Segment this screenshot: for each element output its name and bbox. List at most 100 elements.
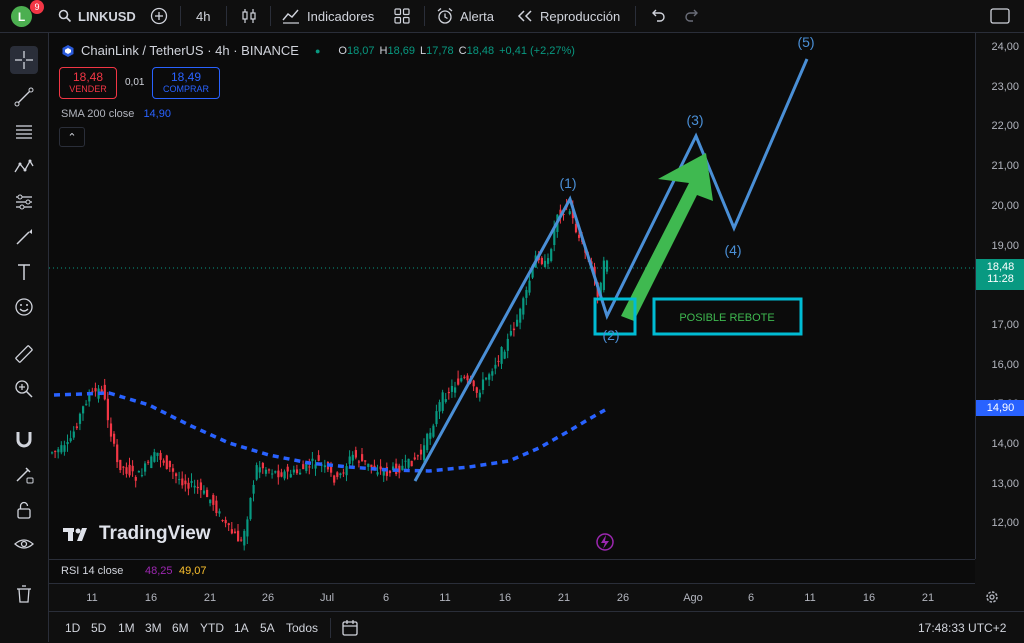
layouts-button[interactable] (394, 0, 410, 32)
fullscreen-button[interactable] (990, 0, 1010, 32)
brush-tool[interactable] (10, 223, 38, 251)
range-1d[interactable]: 1D (65, 621, 81, 635)
ohlc-high-key: H (379, 44, 388, 57)
chainlink-logo-icon (62, 44, 74, 57)
price-label: 14,00 (991, 438, 1019, 450)
collapse-legend-button[interactable]: ⌃ (59, 127, 85, 147)
rsi-pane[interactable]: RSI 14 close 48,25 49,07 (49, 559, 975, 584)
wave-5-label: (5) (797, 34, 814, 50)
time-label: 21 (557, 592, 571, 604)
candle-body (305, 463, 308, 471)
range-6m[interactable]: 6M (172, 621, 189, 635)
forecast-icon (16, 194, 32, 210)
candle-body (503, 351, 506, 359)
indicators-button[interactable]: Indicadores (282, 0, 374, 32)
candle-body (599, 282, 602, 300)
sma-label: SMA 200 close (61, 108, 135, 120)
price-label: 12,00 (991, 517, 1019, 530)
alert-button[interactable]: Alerta (436, 0, 494, 32)
range-5a[interactable]: 5A (260, 621, 275, 635)
time-label: 11 (439, 592, 451, 604)
range-ytd[interactable]: YTD (200, 621, 224, 635)
redo-icon (685, 9, 698, 22)
magnet-tool[interactable] (10, 425, 38, 453)
lightning-icon[interactable] (596, 533, 614, 551)
text-tool[interactable] (10, 258, 38, 286)
sma-legend[interactable]: SMA 200 close 14,90 (61, 108, 171, 120)
measure-tool[interactable] (10, 340, 38, 368)
user-avatar[interactable]: L (11, 6, 32, 27)
candle-body (342, 472, 345, 474)
candle-body (419, 449, 423, 455)
candle-body (506, 338, 509, 351)
candle-body (165, 455, 168, 470)
delete-drawings-tool[interactable] (10, 580, 38, 608)
sell-button[interactable]: 18,48 VENDER (59, 67, 117, 99)
clock-timezone[interactable]: 17:48:33 UTC+2 (918, 621, 1007, 635)
candle-body (423, 445, 426, 461)
candle-body (116, 444, 119, 463)
candle-body (106, 398, 109, 421)
candle-body (131, 465, 134, 472)
visibility-tool[interactable] (10, 530, 38, 558)
emoji-tool[interactable] (10, 293, 38, 321)
range-5d[interactable]: 5D (91, 621, 107, 635)
chart-settings-button[interactable] (984, 589, 1000, 610)
price-label: 17,00 (991, 318, 1019, 331)
prediction-tool[interactable] (10, 188, 38, 216)
candle-body (299, 472, 302, 475)
pattern-tool[interactable] (10, 153, 38, 181)
lightning-bolt (601, 535, 609, 549)
time-label: Ago (683, 592, 703, 604)
range-3m[interactable]: 3M (145, 621, 162, 635)
replay-button[interactable]: Reproducción (517, 0, 620, 32)
candle-body (314, 464, 317, 469)
buy-button[interactable]: 18,49 COMPRAR (152, 67, 220, 99)
price-chart: (1) (2) (3) (4) (5) POSIBLE REBOTE (49, 34, 975, 551)
rsi-label: RSI 14 close (61, 565, 124, 577)
candle-body (491, 371, 494, 376)
symbol-search-button[interactable]: LINKUSD (58, 0, 136, 32)
time-axis[interactable]: 11 16 21 26 Jul 6 11 16 21 26 Ago 6 11 16 21 (49, 583, 998, 612)
range-1m[interactable]: 1M (118, 621, 135, 635)
candle-body (398, 465, 401, 473)
candle-body (240, 539, 243, 541)
chart-pane[interactable]: (1) (2) (3) (4) (5) POSIBLE REBOTE Chain… (49, 33, 975, 559)
candle-body (478, 392, 481, 398)
candle-body (485, 377, 488, 380)
go-to-date-button[interactable] (341, 619, 359, 642)
candle-body (153, 452, 156, 462)
trash-icon (17, 585, 31, 603)
candle-body (63, 445, 66, 452)
candle-body (525, 289, 528, 298)
undo-button[interactable] (650, 0, 666, 32)
zoom-tool[interactable] (10, 375, 38, 403)
candle-body (178, 479, 181, 481)
compare-symbol-button[interactable] (150, 0, 168, 32)
undo-icon (652, 9, 665, 22)
interval-label: 4h (196, 8, 211, 24)
range-all[interactable]: Todos (286, 621, 319, 635)
redo-button[interactable] (684, 0, 700, 32)
chart-type-button[interactable] (240, 0, 258, 32)
price-label: 21,00 (991, 160, 1019, 173)
candle-body (212, 495, 215, 505)
candle-body (568, 211, 571, 215)
drawing-mode-tool[interactable] (10, 461, 38, 489)
candle-body (497, 360, 500, 362)
candle-body (261, 462, 264, 469)
candle-body (125, 467, 128, 474)
wave-3-label: (3) (686, 112, 703, 128)
candle-body (175, 473, 178, 477)
candle-body (466, 375, 469, 381)
candle-body (168, 460, 171, 468)
range-1a[interactable]: 1A (234, 621, 249, 635)
lock-tool[interactable] (10, 496, 38, 524)
candle-body (144, 463, 147, 472)
fib-tool[interactable] (10, 118, 38, 146)
crosshair-tool[interactable] (10, 46, 38, 74)
interval-button[interactable]: 4h (196, 0, 210, 32)
candle-body (339, 473, 342, 476)
price-scale[interactable]: 24,0023,0022,0021,0020,0019,0018,0017,00… (975, 33, 1024, 559)
trend-line-tool[interactable] (10, 83, 38, 111)
